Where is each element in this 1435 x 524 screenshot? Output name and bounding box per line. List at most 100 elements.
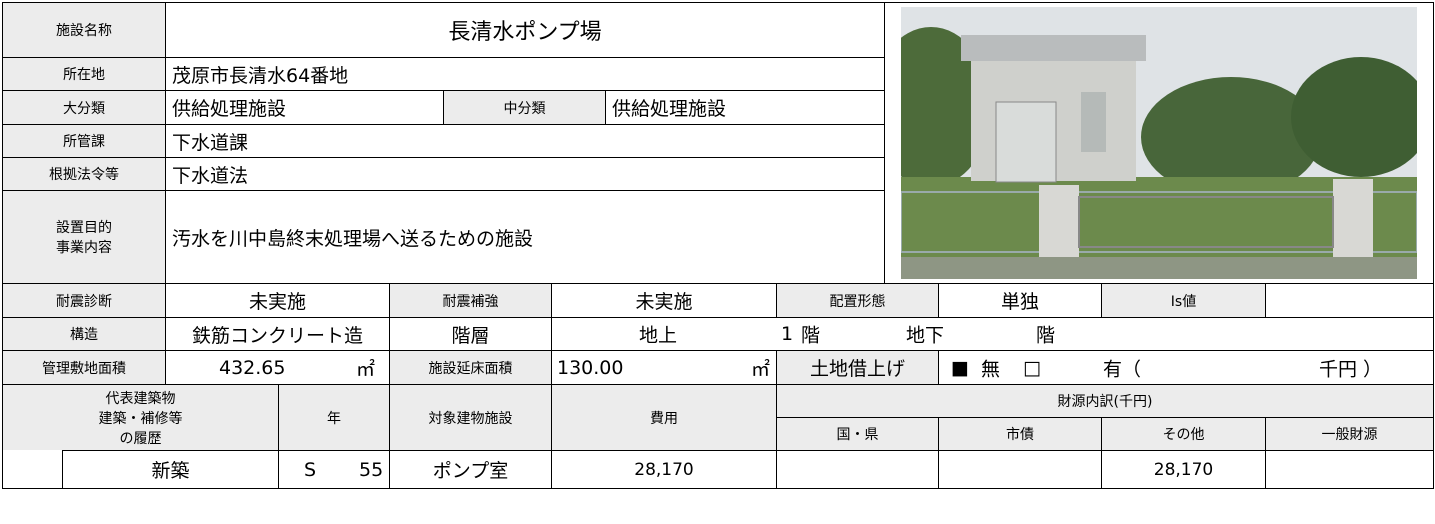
- cell-text: ポンプ室: [432, 460, 509, 482]
- label-cell: 施設延床面積: [389, 350, 552, 385]
- value-cell: 茂原市長清水64番地: [165, 57, 885, 91]
- value-cell: 供給処理施設: [605, 90, 885, 125]
- value-cell: S 55: [278, 450, 390, 489]
- value-cell: 130.00 ㎡: [551, 350, 777, 385]
- cell-text: 新築: [151, 460, 190, 482]
- label-cell: 代表建築物建築・補修等 の履歴: [2, 384, 279, 451]
- label-cell: 根拠法令等: [2, 157, 166, 191]
- cell-text: 施設名称: [56, 23, 112, 39]
- cell-text: 所管課: [63, 134, 105, 150]
- cell-text: 130.00: [557, 356, 624, 379]
- label-cell: 国・県: [776, 417, 939, 451]
- value-cell: 長清水ポンプ場: [165, 2, 885, 58]
- value-cell: 供給処理施設: [165, 90, 444, 125]
- value-cell: 28,170: [551, 450, 777, 489]
- label-cell: 財源内訳(千円): [776, 384, 1434, 418]
- cell-text: 中分類: [503, 100, 546, 117]
- cell-text: 階: [801, 324, 821, 347]
- cell-text: 階: [1036, 324, 1056, 347]
- cell-text: 根拠法令等: [49, 167, 119, 183]
- cell-text: 供給処理施設: [612, 98, 727, 120]
- cell-text: 1: [781, 323, 794, 345]
- cell-text: 55: [359, 458, 384, 481]
- cell-text: 管理敷地面積: [42, 360, 126, 377]
- label-cell: その他: [1101, 417, 1266, 451]
- cell-text: 432.65: [219, 356, 286, 379]
- cell-text: 階層: [451, 324, 490, 347]
- cell-text: 国・県: [836, 427, 879, 443]
- cell-text: 有（: [1103, 358, 1142, 380]
- cell-text: 一般財源: [1321, 427, 1378, 443]
- cell-text: 設置目的: [56, 220, 112, 236]
- value-cell: 未実施: [165, 283, 390, 318]
- value-cell: 地上 1 階地下階: [551, 317, 1434, 351]
- cell-text: 28,170: [1153, 459, 1214, 480]
- value-cell: [938, 450, 1102, 489]
- label-cell: 所在地: [2, 57, 166, 91]
- cell-text: 汚水を川中島終末処理場へ送るための施設: [172, 227, 534, 250]
- label-cell: 土地借上げ: [776, 350, 939, 385]
- cell-text: 代表建築物: [105, 390, 176, 407]
- cell-text: 未実施: [635, 291, 693, 313]
- cell-text: 未実施: [248, 291, 306, 313]
- value-cell: 単独: [938, 283, 1102, 318]
- cell-text: 鉄筋コンクリート造: [191, 324, 363, 347]
- value-cell: 階層: [389, 317, 552, 351]
- cell-text: 市債: [1006, 427, 1034, 443]
- cell-text: 茂原市長清水64番地: [172, 64, 349, 87]
- value-cell: ポンプ室: [389, 450, 552, 489]
- label-cell: 耐震診断: [2, 283, 166, 318]
- cell-text: 年: [327, 410, 341, 427]
- cell-text: 大分類: [63, 100, 105, 117]
- cell-text: 建築・補修等: [98, 410, 183, 427]
- label-cell: 耐震補強: [389, 283, 552, 318]
- value-cell: [1265, 283, 1434, 318]
- cell-text: 配置形態: [829, 293, 886, 310]
- value-cell: 下水道法: [165, 157, 885, 191]
- value-cell: 鉄筋コンクリート造: [165, 317, 390, 351]
- cell-text: 事業内容: [56, 240, 112, 256]
- cell-text: 長清水ポンプ場: [448, 20, 602, 45]
- cell-text: 地上: [639, 324, 678, 347]
- value-cell: [2, 450, 63, 489]
- label-cell: 中分類: [443, 90, 606, 125]
- cell-text: 無: [981, 358, 1001, 380]
- cell-text: 所在地: [63, 67, 105, 83]
- label-cell: 設置目的 事業内容: [2, 190, 166, 284]
- label-cell: Is値: [1101, 283, 1266, 318]
- value-cell: [1265, 450, 1434, 489]
- label-cell: 管理敷地面積: [2, 350, 166, 385]
- label-cell: 所管課: [2, 124, 166, 158]
- cell-text: の履歴: [119, 430, 162, 447]
- cell-text: 耐震補強: [442, 293, 499, 310]
- label-cell: 費用: [551, 384, 777, 451]
- cell-text: 費用: [650, 410, 678, 427]
- label-cell: 配置形態: [776, 283, 939, 318]
- label-cell: 市債: [938, 417, 1102, 451]
- cell-text: 対象建物施設: [428, 410, 513, 427]
- cell-text: ㎡: [356, 358, 376, 380]
- value-cell: 下水道課: [165, 124, 885, 158]
- cell-text: 財源内訳(千円): [1057, 394, 1153, 410]
- value-cell: 新築: [62, 450, 279, 489]
- facility-photo: [901, 7, 1417, 279]
- cell-text: その他: [1162, 427, 1205, 443]
- value-cell: 28,170: [1101, 450, 1266, 489]
- photo-cell: [884, 2, 1434, 284]
- cell-text: 千円 ）: [1319, 358, 1383, 380]
- cell-text: 下水道課: [172, 131, 249, 154]
- cell-text: □: [1023, 356, 1041, 379]
- label-cell: 大分類: [2, 90, 166, 125]
- value-cell: 未実施: [551, 283, 777, 318]
- label-cell: 一般財源: [1265, 417, 1434, 451]
- label-cell: 施設名称: [2, 2, 166, 58]
- cell-text: ㎡: [751, 358, 771, 380]
- label-cell: 対象建物施設: [389, 384, 552, 451]
- value-cell: 汚水を川中島終末処理場へ送るための施設: [165, 190, 885, 284]
- value-cell: 432.65 ㎡: [165, 350, 390, 385]
- cell-text: ■: [951, 356, 969, 379]
- cell-text: 28,170: [634, 459, 694, 480]
- label-cell: 年: [278, 384, 390, 451]
- cell-text: 構造: [70, 327, 98, 343]
